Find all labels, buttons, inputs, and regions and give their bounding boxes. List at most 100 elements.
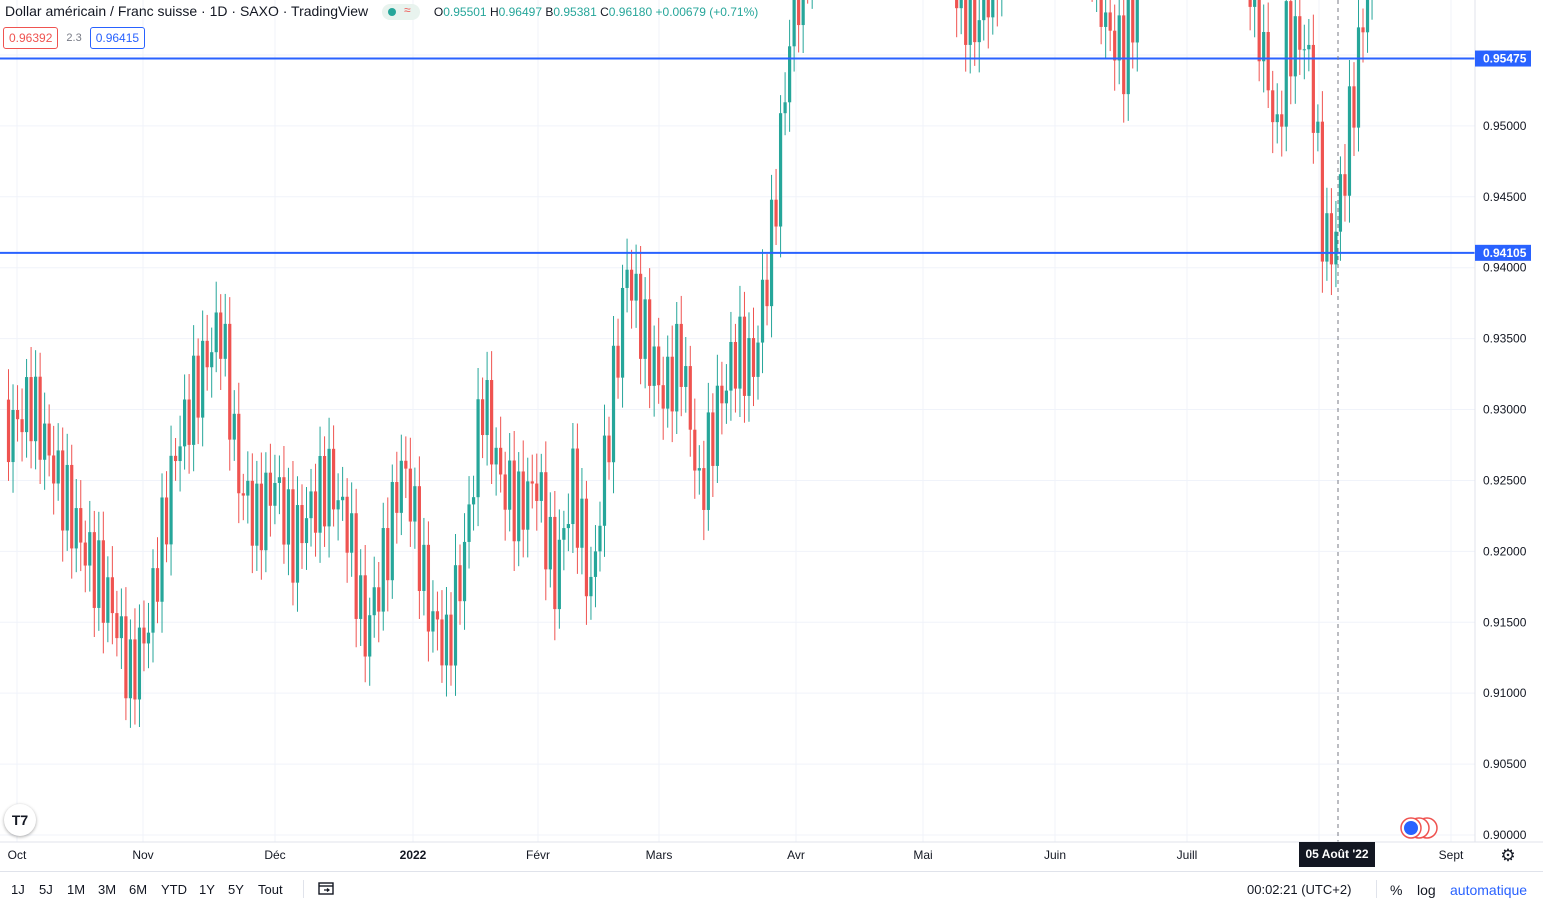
candle-body	[774, 199, 778, 227]
symbol-title[interactable]: Dollar américain / Franc suisse · 1D · S…	[5, 3, 369, 19]
candle-body	[471, 497, 476, 505]
candle-body	[1307, 44, 1311, 50]
go-to-date-icon[interactable]	[318, 881, 334, 895]
candle-body	[350, 513, 354, 553]
tradingview-logo[interactable]: T7	[4, 804, 36, 836]
ohlc-values: O0.95501 H0.96497 B0.95381 C0.96180 +0.0…	[433, 5, 759, 19]
range-all-button[interactable]: Tout	[258, 882, 283, 897]
candle-body	[675, 323, 679, 412]
time-label: Nov	[132, 848, 154, 862]
candle-body	[571, 448, 575, 525]
range-1j-button[interactable]: 1J	[11, 882, 25, 897]
candle-body	[553, 516, 557, 610]
gear-icon[interactable]: ⚙	[1500, 846, 1516, 865]
log-scale-toggle[interactable]: log	[1417, 882, 1436, 898]
price-tick-label: 0.95000	[1483, 119, 1527, 133]
candle-body	[720, 385, 724, 404]
candle-body	[494, 447, 498, 465]
time-label: Sept	[1438, 848, 1464, 862]
price-tick-label: 0.92000	[1483, 544, 1527, 558]
candle-body	[1365, 0, 1370, 33]
price-tick-label: 0.91500	[1483, 615, 1527, 629]
range-1y-button[interactable]: 1Y	[199, 882, 215, 897]
price-tick-label: 0.90500	[1483, 757, 1527, 771]
candle-body	[1361, 27, 1365, 33]
candle-body	[435, 611, 440, 620]
candle-body	[706, 412, 710, 510]
candle-body	[29, 377, 33, 442]
candle-body	[56, 450, 60, 484]
candle-body	[620, 287, 625, 378]
candle-body	[6, 399, 11, 463]
level-price-label: 0.94105	[1483, 246, 1527, 260]
auto-scale-toggle[interactable]: automatique	[1450, 882, 1528, 898]
candle-body	[1253, 0, 1257, 7]
candle-body	[530, 481, 534, 484]
candle-body	[381, 528, 385, 612]
candle-body	[201, 340, 205, 418]
buy-button[interactable]: 0.96415	[89, 27, 146, 49]
candle-body	[964, 0, 968, 45]
candle-body	[1347, 86, 1352, 196]
candle-body	[778, 113, 783, 227]
candle-body	[359, 575, 363, 619]
range-ytd-button[interactable]: YTD	[161, 882, 187, 897]
candle-body	[765, 279, 769, 307]
events-flag-icon	[1400, 817, 1438, 839]
candle-body	[670, 356, 674, 412]
range-5y-button[interactable]: 5Y	[228, 882, 244, 897]
candle-body	[1275, 114, 1279, 123]
candle-body	[390, 482, 394, 581]
candle-body	[119, 616, 123, 639]
candle-body	[1113, 30, 1117, 61]
candle-body	[480, 399, 485, 436]
candle-body	[512, 460, 516, 542]
candle-body	[968, 0, 972, 45]
candle-body	[548, 516, 552, 570]
candle-body	[110, 577, 114, 614]
clock-timezone[interactable]: 00:02:21 (UTC+2)	[1247, 882, 1352, 897]
range-1m-button[interactable]: 1M	[67, 882, 86, 897]
candle-body	[453, 565, 458, 666]
candle-body	[241, 493, 245, 496]
candle-body	[557, 539, 561, 610]
time-label: Juin	[1043, 848, 1067, 862]
candle-body	[223, 323, 227, 359]
candle-body	[327, 448, 331, 527]
candle-body	[372, 587, 376, 616]
sell-button[interactable]: 0.96392	[3, 27, 59, 49]
candle-body	[395, 482, 399, 513]
candle-body	[1262, 31, 1266, 62]
level-price-tag	[1475, 50, 1531, 67]
range-6m-button[interactable]: 6M	[129, 882, 148, 897]
candle-body	[688, 366, 692, 430]
candle-body	[417, 486, 421, 592]
candle-body	[15, 410, 20, 420]
candle-body	[440, 619, 444, 666]
candle-body	[160, 497, 164, 602]
candle-body	[264, 472, 268, 551]
percent-scale-toggle[interactable]: %	[1390, 882, 1403, 898]
candle-body	[1325, 213, 1329, 262]
candle-body	[1117, 15, 1121, 61]
candle-body	[589, 576, 593, 597]
candle-body	[11, 410, 15, 463]
candle-body	[286, 489, 291, 545]
chart-legend: Dollar américain / Franc suisse · 1D · S…	[5, 3, 759, 21]
candle-body	[404, 460, 408, 469]
range-5j-button[interactable]: 5J	[39, 882, 53, 897]
market-status-pill[interactable]: ≈	[381, 3, 420, 21]
candle-body	[499, 447, 503, 475]
candle-body	[783, 102, 787, 114]
time-label: Avr	[787, 848, 805, 862]
candle-body	[34, 376, 38, 442]
time-label: Juill	[1176, 848, 1198, 862]
candle-body	[79, 508, 83, 543]
candle-body	[747, 338, 751, 396]
candle-body	[629, 269, 634, 301]
wave-icon: ≈	[403, 3, 411, 18]
candle-body	[232, 413, 236, 440]
candle-body	[1338, 174, 1343, 232]
range-3m-button[interactable]: 3M	[98, 882, 117, 897]
